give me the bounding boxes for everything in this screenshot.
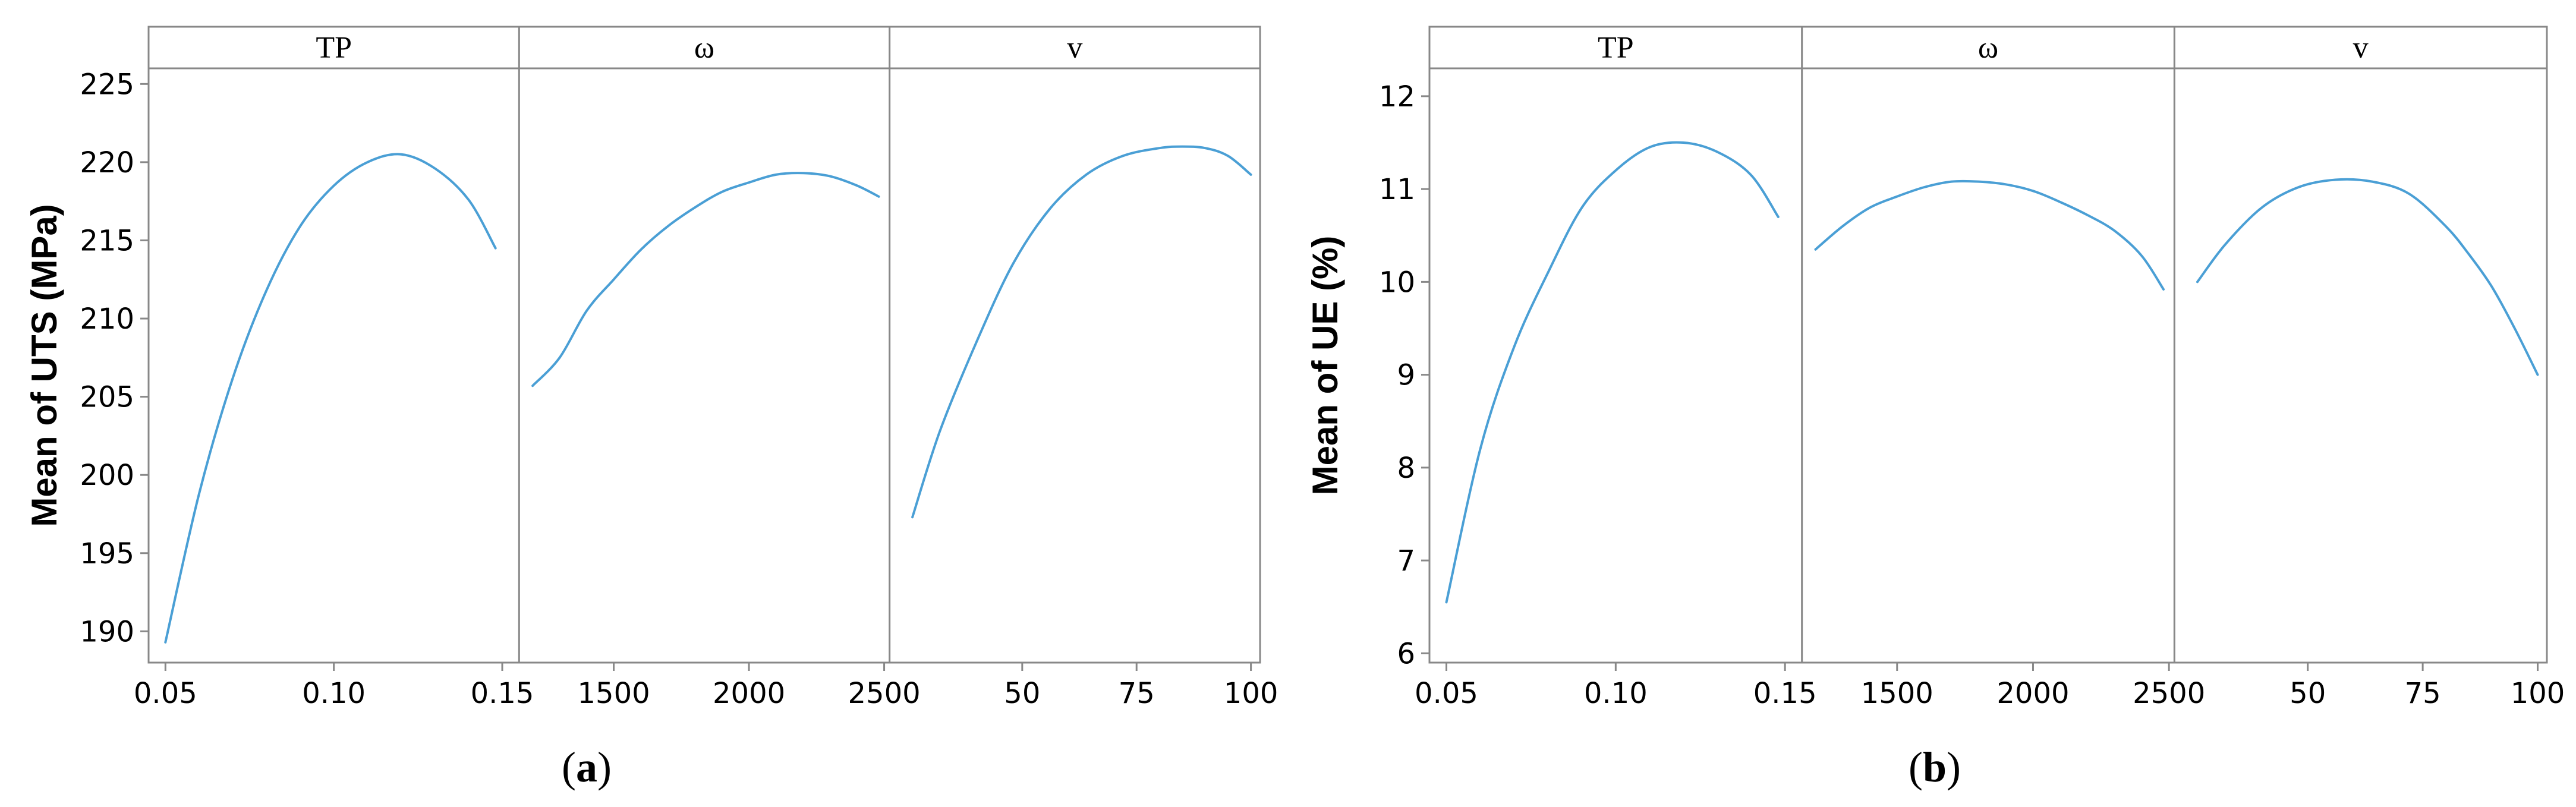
y-tick-label: 9 — [1397, 359, 1415, 392]
panel-title: v — [2353, 31, 2369, 65]
y-tick-label: 7 — [1397, 544, 1415, 578]
y-tick-label: 200 — [80, 459, 134, 492]
panel-2: v 50 75 100 — [2173, 27, 2565, 710]
y-tick-label: 210 — [80, 302, 134, 336]
x-tick-label: 0.15 — [1753, 677, 1817, 710]
x-tick-label: 1500 — [578, 677, 650, 710]
series-line — [531, 172, 880, 387]
caption-a: (a) — [527, 743, 646, 792]
x-tick-label: 0.05 — [134, 677, 197, 710]
caption-b: (b) — [1875, 743, 1994, 792]
y-tick-label: 225 — [80, 68, 134, 101]
panel-title: v — [1067, 31, 1082, 65]
x-tick-label: 1500 — [1861, 677, 1933, 710]
x-tick-label: 0.10 — [1584, 677, 1648, 710]
y-axis-label: Mean of UE (%) — [1305, 236, 1345, 496]
y-tick-label: 6 — [1397, 637, 1415, 670]
x-tick-label: 50 — [1004, 677, 1040, 710]
caption-a-close: ) — [597, 743, 612, 791]
x-tick-label: 75 — [2405, 677, 2441, 710]
y-tick-label: 8 — [1397, 452, 1415, 485]
panel-1: ω 1500 2000 2500 — [1801, 27, 2205, 710]
panel-title: ω — [1978, 31, 1998, 65]
y-tick-label: 190 — [80, 615, 134, 648]
x-tick-label: 0.05 — [1415, 677, 1478, 710]
series-line — [2196, 178, 2539, 376]
plot-frame — [147, 26, 1261, 664]
x-tick-label: 100 — [2511, 677, 2565, 710]
y-tick-label: 10 — [1379, 266, 1415, 299]
x-tick-label: 75 — [1119, 677, 1155, 710]
x-tick-label: 0.15 — [471, 677, 534, 710]
caption-b-close: ) — [1947, 743, 1961, 791]
panel-2: v 50 75 100 — [889, 27, 1278, 710]
y-tick-label: 220 — [80, 146, 134, 179]
series-line — [911, 145, 1252, 519]
y-tick-label: 215 — [80, 224, 134, 257]
plot-frame — [1428, 26, 2548, 664]
x-tick-label: 50 — [2290, 677, 2326, 710]
panel-title: ω — [694, 31, 714, 65]
x-tick-label: 2500 — [2133, 677, 2205, 710]
panel-0: TP 0.05 0.10 0.15 — [1415, 31, 1817, 710]
x-tick-label: 100 — [1224, 677, 1278, 710]
y-tick-label: 12 — [1379, 80, 1415, 114]
y-tick-label: 11 — [1379, 173, 1415, 206]
y-tick-label: 195 — [80, 537, 134, 570]
caption-b-letter: b — [1922, 743, 1947, 791]
y-axis-label: Mean of UTS (MPa) — [24, 204, 64, 527]
x-tick-label: 0.10 — [302, 677, 366, 710]
panel-title: TP — [316, 31, 352, 65]
panel-0: TP 0.05 0.10 0.15 — [134, 31, 534, 710]
series-line — [164, 153, 497, 644]
y-tick-label: 205 — [80, 381, 134, 414]
series-line — [1814, 179, 2165, 291]
x-tick-label: 2500 — [848, 677, 920, 710]
series-line — [1445, 141, 1780, 604]
x-tick-label: 2000 — [1996, 677, 2069, 710]
panel-1: ω 1500 2000 2500 — [518, 27, 921, 710]
caption-a-letter: a — [576, 743, 597, 791]
chart-2: 6 7 8 9 10 11 12 Mean of UE (%) TP 0.05 0.10 0.15 ω 1… — [1305, 26, 2565, 710]
caption-a-open: ( — [562, 743, 576, 791]
caption-b-open: ( — [1908, 743, 1923, 791]
x-tick-label: 2000 — [713, 677, 785, 710]
chart-1: 190 195 200 205 210 215 220 225 Mean of UTS (MPa… — [24, 26, 1278, 710]
panel-title: TP — [1598, 31, 1634, 65]
